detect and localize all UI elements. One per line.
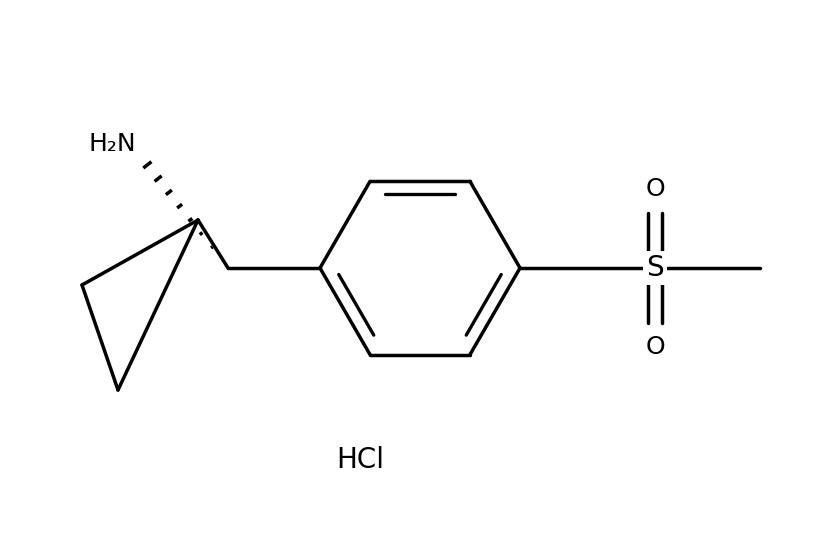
Text: HCl: HCl <box>336 446 384 474</box>
Text: S: S <box>646 254 663 282</box>
Text: O: O <box>645 177 665 201</box>
Text: H₂N: H₂N <box>88 132 135 156</box>
Text: O: O <box>645 335 665 359</box>
